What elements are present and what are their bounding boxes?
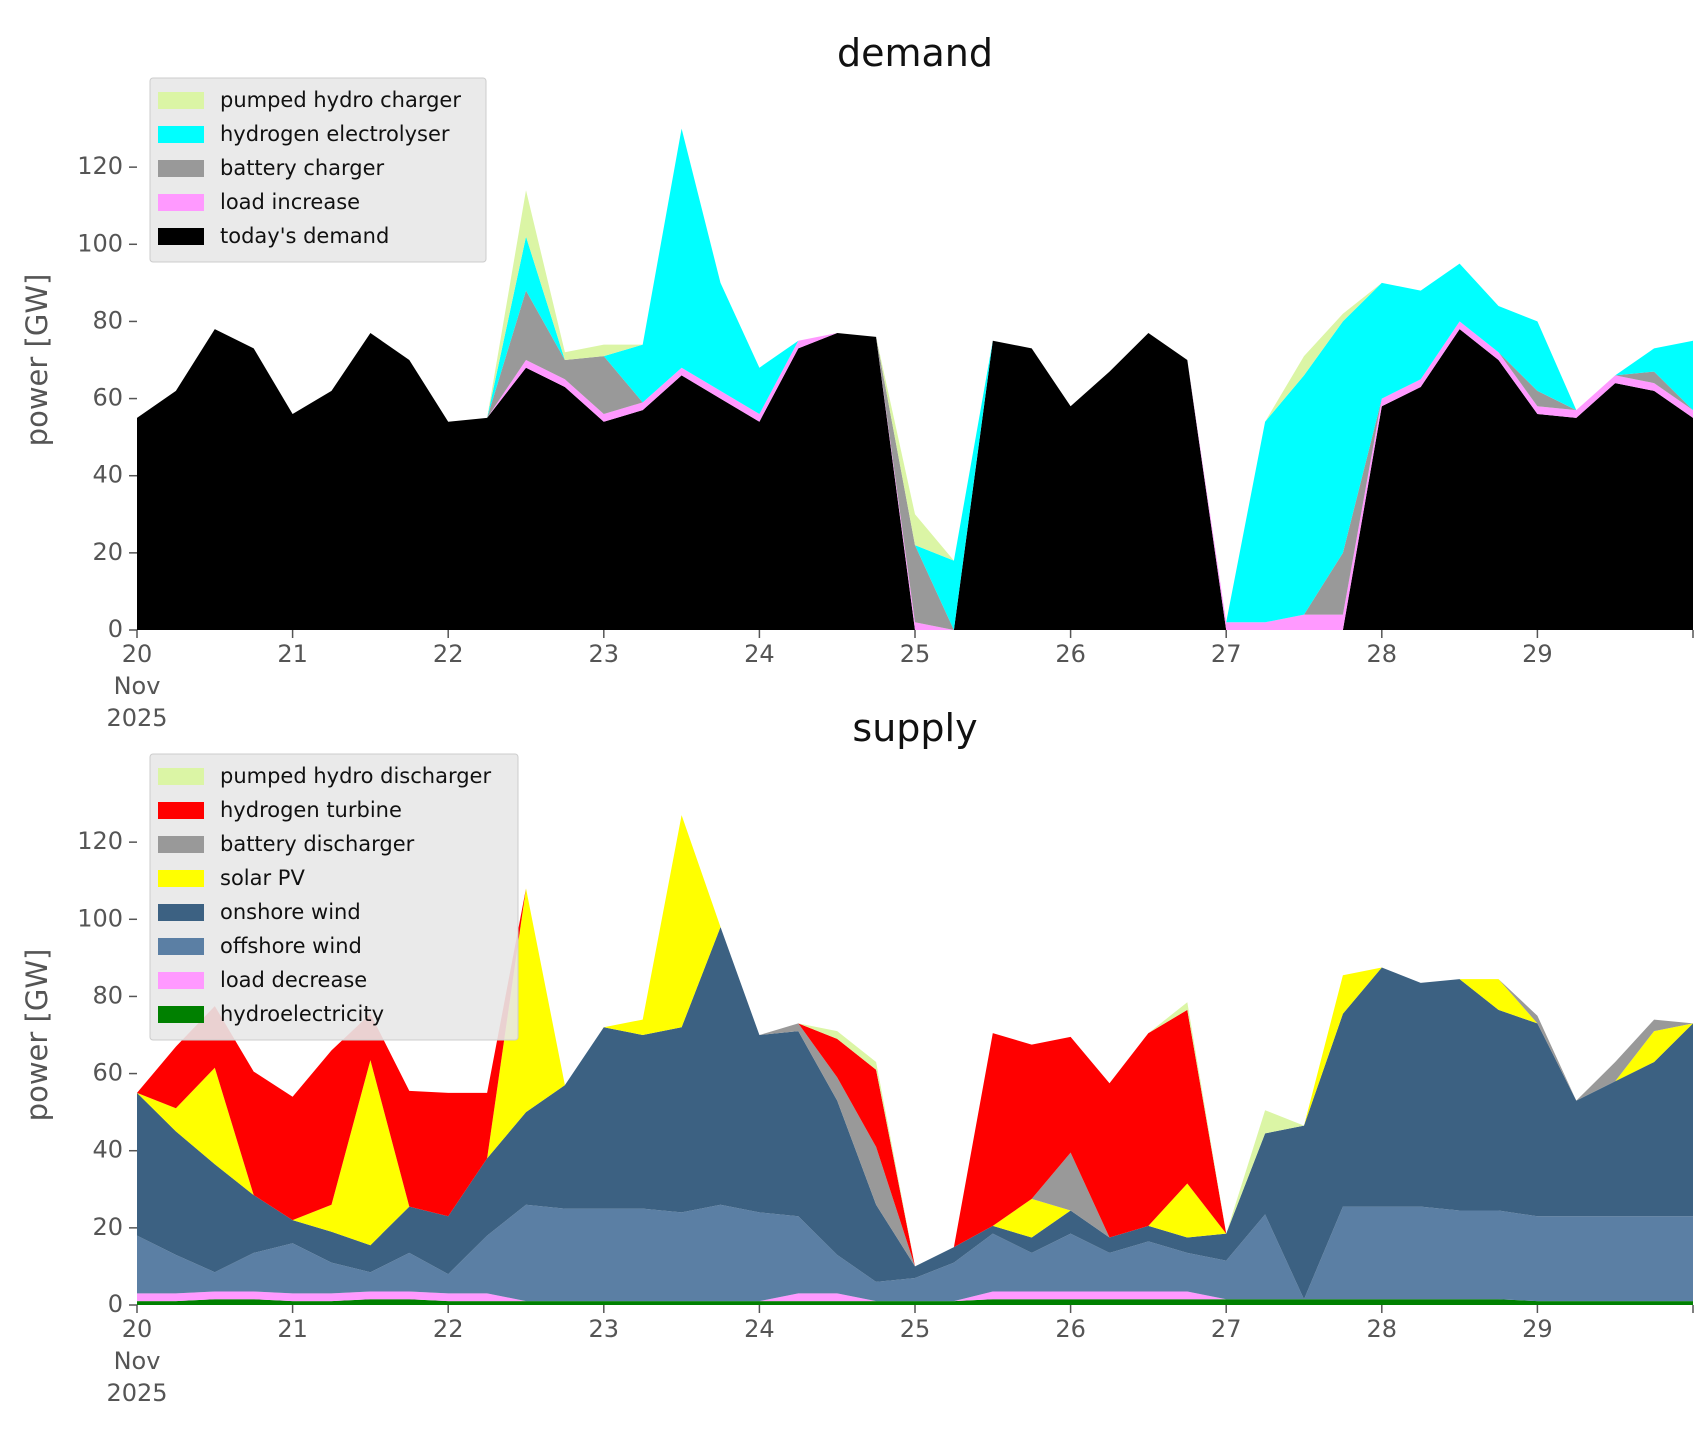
area-solar-pv [137,815,1693,1267]
y-tick-label: 60 [92,384,123,412]
y-tick-label: 80 [92,306,123,334]
y-tick-label: 100 [77,229,123,257]
area-battery-charger [137,290,1693,630]
x-tick-label: 23 [589,1315,620,1343]
legend-label: hydroelectricity [220,1002,384,1026]
x-tick-label-start: 20 [122,1315,153,1343]
area-load-decrease [137,1291,1693,1302]
area-offshore-wind [137,1204,1693,1302]
x-tick-label: 29 [1522,1315,1553,1343]
legend-swatch [158,92,204,109]
legend-label: hydrogen electrolyser [220,122,450,146]
legend-label: pumped hydro discharger [220,764,491,788]
y-tick-label: 100 [77,904,123,932]
y-tick-label: 120 [77,827,123,855]
x-tick-label: 23 [589,640,620,668]
legend-label: pumped hydro charger [220,88,461,112]
x-tick-label-start: 20 [122,640,153,668]
legend-swatch [158,768,204,785]
legend-swatch [158,228,204,245]
x-tick-label: 22 [433,640,464,668]
y-tick-label: 40 [92,461,123,489]
legend-label: load decrease [220,968,367,992]
x-tick-label: 21 [277,1315,308,1343]
legend-label: battery discharger [220,832,415,856]
x-tick-label: 21 [277,640,308,668]
legend-label: load increase [220,190,360,214]
chart-title: supply [852,706,977,750]
y-tick-label: 40 [92,1136,123,1164]
y-tick-label: 20 [92,1213,123,1241]
legend-label: offshore wind [220,934,362,958]
chart-title: demand [837,31,993,75]
y-tick-label: 0 [108,1290,123,1318]
x-tick-label: 29 [1522,640,1553,668]
x-tick-label: 28 [1367,1315,1398,1343]
area-onshore-wind [137,927,1693,1300]
legend: pumped hydro charger hydrogen electrolyse… [149,77,487,263]
area-hydroelectricity [137,1299,1693,1305]
x-tick-label: 24 [744,1315,775,1343]
legend-swatch [158,870,204,887]
legend-box [149,77,487,263]
x-tick-label-start: 2025 [106,704,167,732]
x-tick-label: 26 [1055,1315,1086,1343]
area-pumped-hydro-charger [137,128,1693,623]
legend-swatch [158,160,204,177]
legend-label: solar PV [220,866,305,890]
x-tick-label-start: Nov [114,1347,161,1375]
legend-swatch [158,194,204,211]
x-tick-label: 26 [1055,640,1086,668]
legend-label: hydrogen turbine [220,798,402,822]
x-tick-label-start: Nov [114,672,161,700]
legend-label: battery charger [220,156,385,180]
legend-swatch [158,836,204,853]
y-axis-label: power [GW] [20,274,54,447]
x-tick-label: 27 [1211,640,1242,668]
legend-label: onshore wind [220,900,361,924]
y-tick-label: 120 [77,152,123,180]
y-tick-label: 0 [108,615,123,643]
x-tick-label: 24 [744,640,775,668]
x-tick-label: 27 [1211,1315,1242,1343]
x-tick-label: 25 [900,1315,931,1343]
x-tick-label: 28 [1367,640,1398,668]
y-tick-label: 80 [92,981,123,1009]
legend-swatch [158,904,204,921]
x-tick-label-start: 2025 [106,1379,167,1407]
area-hydrogen-electrolyser [137,128,1693,630]
legend-swatch [158,972,204,989]
legend-swatch [158,1006,204,1023]
legend-swatch [158,126,204,143]
y-axis-label: power [GW] [20,949,54,1122]
y-tick-label: 20 [92,538,123,566]
legend-box [149,753,519,1041]
legend-swatch [158,802,204,819]
y-tick-label: 60 [92,1059,123,1087]
x-tick-label: 22 [433,1315,464,1343]
area-today-s-demand [137,329,1693,630]
x-tick-label: 25 [900,640,931,668]
legend: pumped hydro discharger hydrogen turbine b… [149,753,519,1041]
legend-swatch [158,938,204,955]
legend-label: today's demand [220,224,389,248]
